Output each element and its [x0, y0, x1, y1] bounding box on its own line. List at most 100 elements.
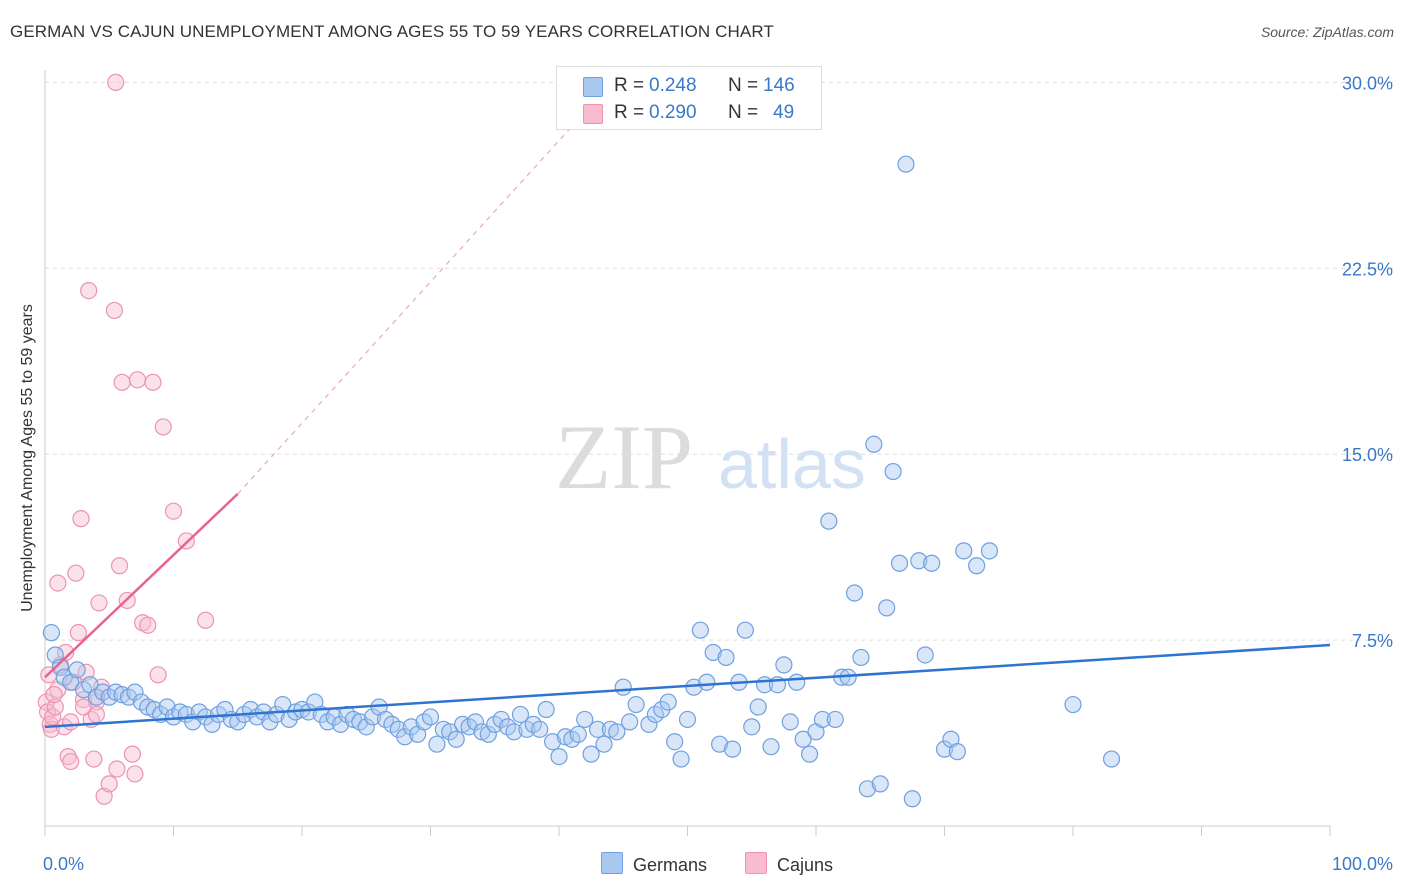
cajun-point — [149, 666, 167, 684]
german-point — [743, 718, 761, 736]
german-point — [267, 705, 285, 724]
german-point — [948, 743, 966, 761]
germans-legend-label: Germans — [633, 855, 708, 875]
correlation-legend: R = 0.248 N = 146 R = 0.290 N = 49 — [556, 66, 822, 130]
german-point — [935, 740, 954, 758]
german-point — [595, 735, 613, 753]
german-point — [364, 708, 382, 726]
german-point — [1064, 695, 1082, 714]
german-point — [550, 747, 568, 766]
cajun-point — [46, 698, 64, 716]
german-point — [788, 673, 806, 691]
germans-r-value: 0.248 — [649, 75, 697, 96]
german-point — [576, 710, 594, 729]
german-point — [871, 775, 889, 793]
cajun-point — [59, 747, 77, 766]
german-point — [588, 720, 607, 738]
german-point — [608, 723, 626, 741]
german-point — [910, 552, 928, 570]
german-point — [331, 715, 350, 733]
bottom-legend-germans: Germans — [601, 852, 707, 876]
cajun-point — [100, 775, 118, 793]
cajuns-trend-line — [44, 492, 239, 679]
german-point — [51, 658, 70, 676]
german-point — [865, 435, 883, 453]
cajun-point — [128, 371, 147, 389]
tick-labels: 7.5% 15.0% 22.5% 30.0% 0.0% 100.0% — [43, 73, 1393, 874]
german-point — [158, 698, 176, 716]
german-point — [897, 155, 915, 173]
cajun-point — [197, 611, 215, 629]
cajun-point — [90, 594, 108, 612]
cajun-point — [49, 574, 67, 592]
cajuns-r-label: R = — [614, 102, 645, 123]
german-point — [980, 542, 999, 560]
german-point — [1102, 750, 1121, 768]
watermark-atlas: atlas — [718, 425, 866, 503]
cajun-point — [69, 624, 88, 642]
trend-lines — [44, 69, 1331, 729]
german-point — [820, 512, 838, 530]
german-point — [511, 705, 530, 724]
german-point — [614, 678, 632, 696]
cajun-point — [107, 73, 125, 91]
german-point — [955, 542, 973, 560]
german-point — [627, 695, 645, 714]
x-tick-label: 0.0% — [43, 854, 84, 874]
german-point — [216, 700, 234, 719]
german-point — [775, 656, 793, 674]
y-tick-label: 22.5% — [1342, 259, 1393, 279]
y-tick-label: 15.0% — [1342, 445, 1393, 465]
cajun-point — [164, 502, 183, 520]
cajun-point — [67, 564, 85, 582]
cajun-point — [62, 752, 80, 771]
cajun-point — [74, 698, 93, 716]
german-point — [698, 673, 716, 691]
german-point — [659, 693, 677, 711]
cajuns-legend-swatch — [745, 852, 767, 874]
cajuns-r-value: 0.290 — [649, 102, 697, 123]
german-point — [903, 790, 921, 808]
cajun-point — [105, 301, 123, 320]
german-point — [923, 554, 941, 572]
german-point — [505, 723, 523, 741]
cajun-point — [126, 765, 144, 783]
german-point — [813, 710, 832, 729]
germans-legend-swatch — [601, 852, 623, 874]
germans-trend-line — [44, 643, 1331, 729]
germans-n-label: N = — [728, 75, 759, 96]
german-point — [845, 584, 864, 602]
cajun-point — [110, 557, 129, 575]
watermark-zip: ZIP — [555, 406, 693, 508]
x-tick-label: 100.0% — [1332, 854, 1393, 874]
german-point — [826, 710, 844, 729]
cajun-point — [113, 373, 131, 391]
german-point — [858, 780, 877, 798]
cajun-point — [44, 708, 62, 726]
grid-lines — [45, 81, 1395, 641]
cajun-point — [123, 745, 141, 763]
german-point — [582, 745, 600, 763]
germans-n-value: 146 — [763, 75, 795, 96]
cajun-point — [45, 686, 63, 704]
german-point — [479, 725, 497, 743]
cajuns-n-label: N = — [728, 102, 759, 123]
german-point — [428, 735, 446, 753]
germans-r-label: R = — [614, 75, 645, 96]
german-point — [781, 713, 799, 731]
german-point — [717, 648, 735, 667]
german-point — [68, 661, 86, 679]
german-point — [678, 710, 697, 729]
cajun-point — [87, 705, 106, 724]
german-point — [672, 750, 690, 768]
y-tick-label: 30.0% — [1342, 73, 1393, 93]
german-point — [531, 720, 549, 738]
chart-title: GERMAN VS CAJUN UNEMPLOYMENT AMONG AGES … — [10, 22, 774, 41]
german-point — [357, 718, 375, 736]
german-point — [968, 557, 986, 575]
cajun-point — [85, 750, 103, 768]
german-point — [916, 646, 934, 664]
german-point — [569, 725, 587, 743]
cajun-point — [139, 616, 157, 634]
axes — [44, 70, 1331, 836]
